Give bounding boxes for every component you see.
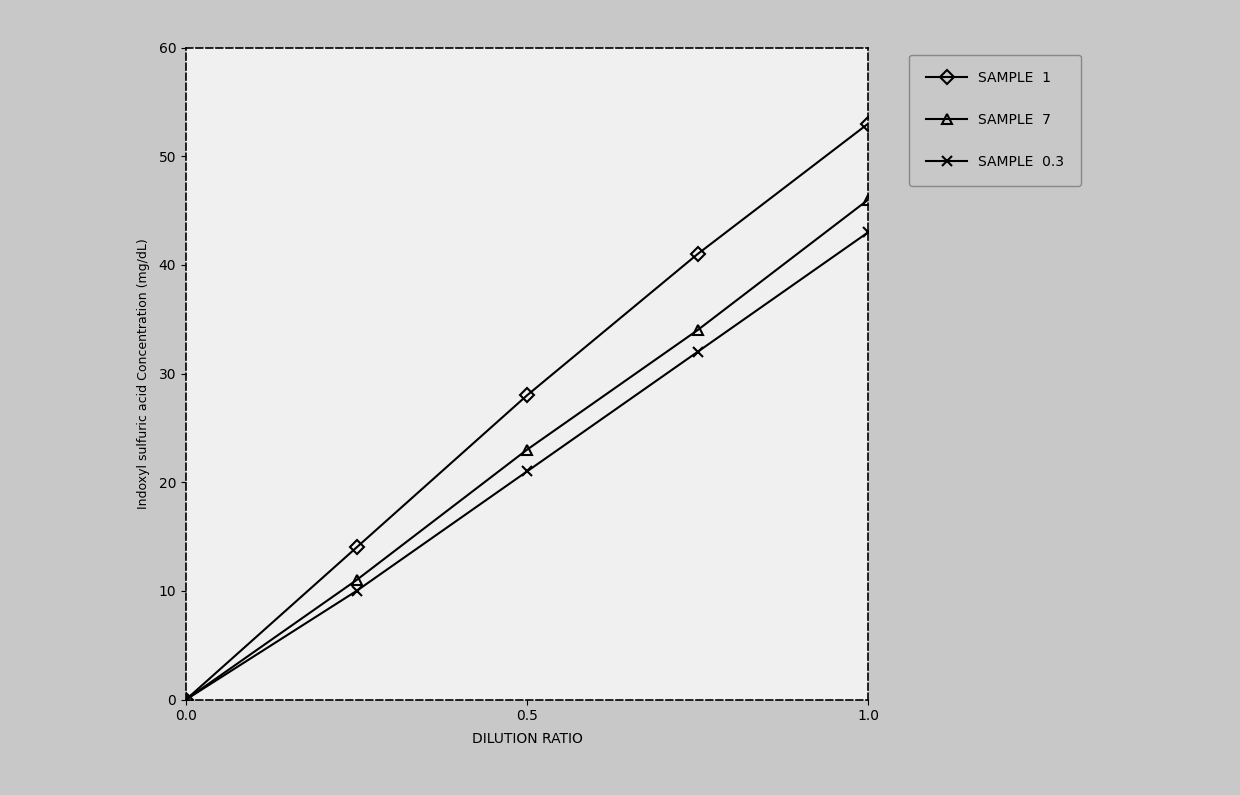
- Y-axis label: Indoxyl sulfuric acid Concentration (mg/dL): Indoxyl sulfuric acid Concentration (mg/…: [138, 238, 150, 509]
- Line: SAMPLE  1: SAMPLE 1: [181, 119, 873, 704]
- SAMPLE  7: [350, 576, 365, 585]
- SAMPLE  0.3: [691, 347, 706, 357]
- Line: SAMPLE  7: SAMPLE 7: [181, 195, 873, 704]
- SAMPLE  0.3: [861, 227, 875, 237]
- SAMPLE  0.3: [520, 467, 534, 476]
- Legend: SAMPLE  1, SAMPLE  7, SAMPLE  0.3: SAMPLE 1, SAMPLE 7, SAMPLE 0.3: [909, 55, 1081, 185]
- SAMPLE  0.3: [350, 586, 365, 595]
- SAMPLE  7: [691, 325, 706, 335]
- SAMPLE  0.3: [179, 695, 193, 704]
- Line: SAMPLE  0.3: SAMPLE 0.3: [181, 227, 873, 704]
- SAMPLE  7: [520, 445, 534, 455]
- SAMPLE  1: [861, 119, 875, 129]
- SAMPLE  7: [179, 695, 193, 704]
- SAMPLE  1: [179, 695, 193, 704]
- X-axis label: DILUTION RATIO: DILUTION RATIO: [471, 731, 583, 746]
- SAMPLE  7: [861, 195, 875, 204]
- SAMPLE  1: [691, 250, 706, 259]
- SAMPLE  1: [520, 390, 534, 400]
- SAMPLE  1: [350, 543, 365, 553]
